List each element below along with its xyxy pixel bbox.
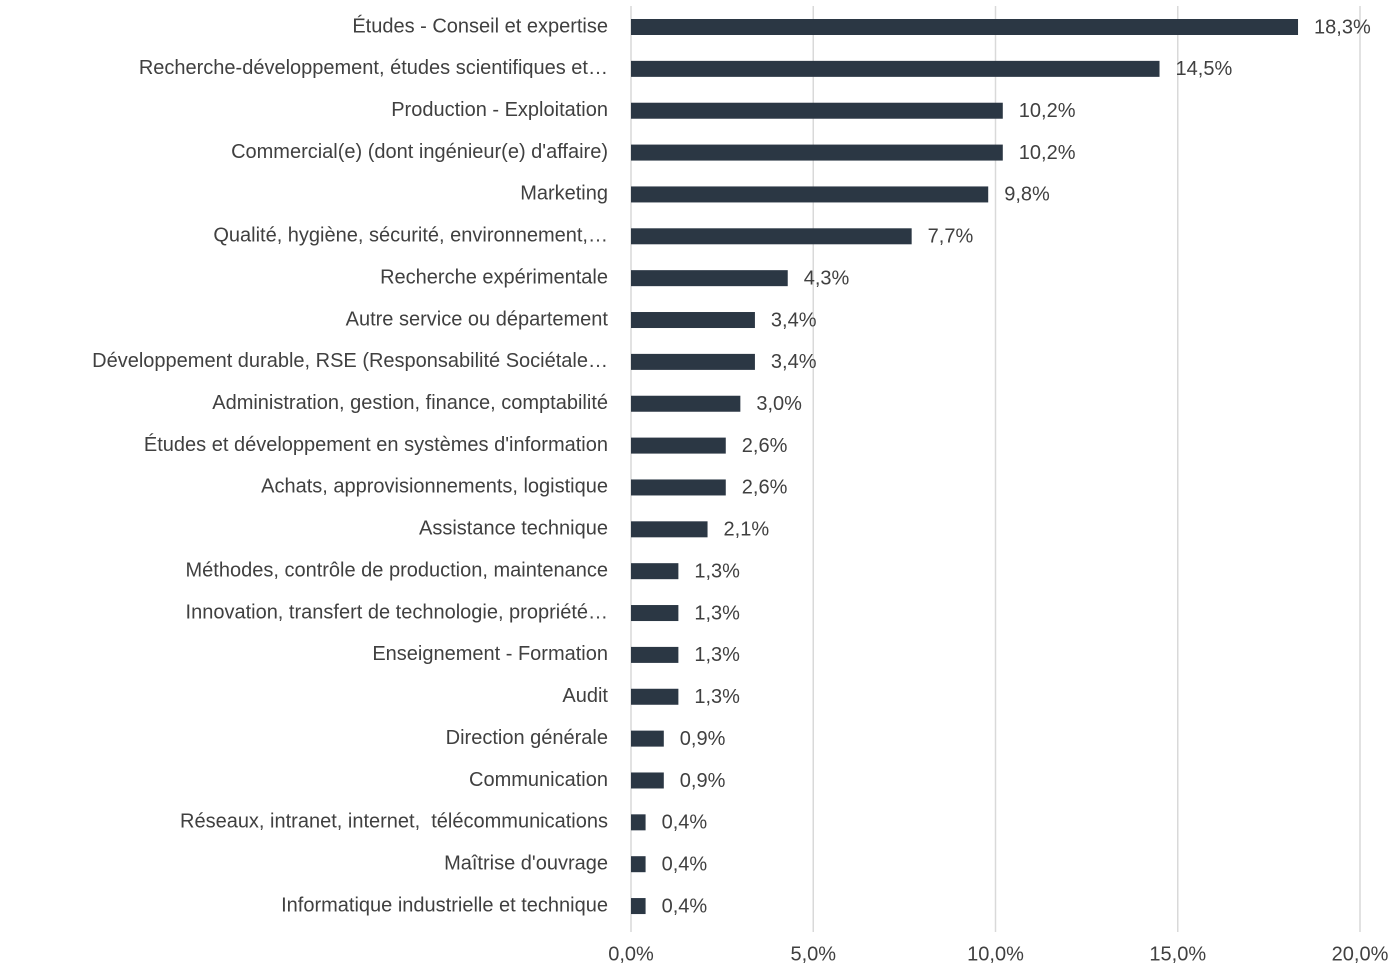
y-tick-label: Enseignement - Formation: [372, 643, 608, 665]
y-tick-label: Marketing: [520, 183, 608, 205]
bar: [631, 521, 708, 538]
x-tick-label: 10,0%: [967, 943, 1024, 965]
y-tick-label: Réseaux, intranet, internet, télécommuni…: [180, 811, 608, 833]
x-tick-label: 5,0%: [790, 943, 836, 965]
bar: [631, 102, 1003, 119]
value-label: 2,6%: [742, 477, 788, 499]
value-label: 0,4%: [662, 895, 708, 917]
y-tick-label: Études et développement en systèmes d'in…: [144, 433, 608, 456]
bar: [631, 814, 646, 831]
y-tick-label: Développement durable, RSE (Responsabili…: [92, 350, 608, 372]
value-label: 4,3%: [804, 267, 850, 289]
value-label: 10,2%: [1019, 142, 1076, 164]
bar: [631, 228, 912, 245]
value-label: 0,4%: [662, 853, 708, 875]
y-tick-label: Direction générale: [446, 727, 608, 749]
value-label: 1,3%: [694, 560, 740, 582]
y-tick-label: Études - Conseil et expertise: [352, 14, 608, 37]
bar: [631, 856, 646, 873]
value-label: 0,9%: [680, 770, 726, 792]
y-tick-label: Maîtrise d'ouvrage: [444, 852, 608, 874]
value-label: 2,1%: [724, 519, 770, 541]
bar: [631, 479, 726, 496]
y-tick-label: Informatique industrielle et technique: [281, 894, 608, 916]
y-tick-label: Commercial(e) (dont ingénieur(e) d'affai…: [231, 141, 608, 163]
y-tick-label: Production - Exploitation: [391, 99, 608, 121]
bar: [631, 353, 755, 370]
value-label: 2,6%: [742, 435, 788, 457]
value-label: 3,4%: [771, 351, 817, 373]
value-label: 1,3%: [694, 686, 740, 708]
value-label: 7,7%: [928, 226, 974, 248]
value-label: 3,0%: [756, 393, 802, 415]
x-tick-label: 15,0%: [1149, 943, 1206, 965]
y-tick-label: Innovation, transfert de technologie, pr…: [186, 601, 608, 623]
x-tick-label: 20,0%: [1332, 943, 1388, 965]
value-label: 0,9%: [680, 728, 726, 750]
bar: [631, 60, 1160, 77]
y-tick-label: Assistance technique: [419, 518, 608, 540]
y-tick-label: Autre service ou département: [346, 308, 609, 330]
bar: [631, 144, 1003, 161]
bar: [631, 437, 726, 454]
bar: [631, 395, 741, 412]
bar: [631, 186, 989, 203]
value-label: 10,2%: [1019, 100, 1076, 122]
bar: [631, 688, 679, 705]
bar: [631, 312, 755, 329]
value-label: 14,5%: [1176, 58, 1233, 80]
value-label: 9,8%: [1004, 184, 1050, 206]
bar: [631, 19, 1299, 35]
value-label: 1,3%: [694, 644, 740, 666]
y-tick-label: Recherche-développement, études scientif…: [139, 57, 608, 79]
y-tick-label: Méthodes, contrôle de production, mainte…: [186, 559, 609, 581]
value-label: 0,4%: [662, 812, 708, 834]
y-tick-label: Administration, gestion, finance, compta…: [212, 392, 608, 414]
y-tick-label: Audit: [562, 685, 608, 707]
y-tick-label: Achats, approvisionnements, logistique: [261, 476, 608, 498]
value-label: 18,3%: [1314, 16, 1371, 38]
bar: [631, 270, 788, 287]
y-tick-label: Communication: [469, 769, 608, 791]
x-tick-label: 0,0%: [608, 943, 654, 965]
value-label: 3,4%: [771, 309, 817, 331]
bar: [631, 605, 679, 622]
value-label: 1,3%: [694, 602, 740, 624]
y-tick-label: Recherche expérimentale: [380, 266, 608, 288]
y-tick-label: Qualité, hygiène, sécurité, environnemen…: [213, 225, 608, 247]
bar: [631, 730, 664, 747]
bar: [631, 646, 679, 663]
bar: [631, 772, 664, 789]
bar: [631, 898, 646, 915]
bar: [631, 563, 679, 580]
